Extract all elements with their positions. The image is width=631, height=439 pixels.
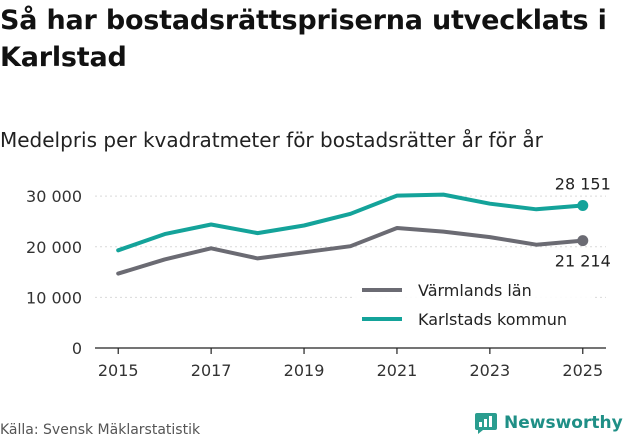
x-tick-label: 2023 (470, 361, 511, 380)
source-note: Källa: Svensk Mäklarstatistik (0, 422, 201, 438)
legend: Värmlands län Karlstads kommun (354, 275, 594, 335)
y-tick-label: 10 000 (26, 288, 82, 307)
x-tick-label: 2015 (98, 361, 139, 380)
x-tick-label: 2017 (191, 361, 232, 380)
series-line (116, 226, 585, 276)
x-tick-label: 2019 (284, 361, 325, 380)
y-tick-label: 20 000 (26, 238, 82, 257)
x-tick-label: 2025 (562, 361, 603, 380)
newsworthy-logo-icon (475, 413, 497, 434)
chart-title: Så har bostadsrättspriserna utvecklats i… (0, 5, 607, 73)
y-tick-label: 0 (72, 339, 82, 358)
series-end-point (577, 199, 589, 211)
y-tick-label: 30 000 (26, 187, 82, 206)
series-end-label: 28 151 (555, 174, 611, 193)
brand-name: Newsworthy (504, 413, 623, 433)
series-end-point (577, 235, 589, 247)
chart-subtitle: Medelpris per kvadratmeter för bostadsrä… (0, 128, 543, 152)
line-chart: 0 10 000 20 000 30 000 2015 2017 2019 2021 2023 2… (26, 174, 611, 380)
series-line (116, 192, 585, 253)
legend-background (354, 275, 594, 335)
brand-logo[interactable]: Newsworthy (474, 409, 623, 437)
legend-label: Värmlands län (418, 281, 532, 300)
series-end-label: 21 214 (555, 252, 611, 271)
x-tick-label: 2021 (377, 361, 418, 380)
legend-label: Karlstads kommun (418, 310, 567, 329)
